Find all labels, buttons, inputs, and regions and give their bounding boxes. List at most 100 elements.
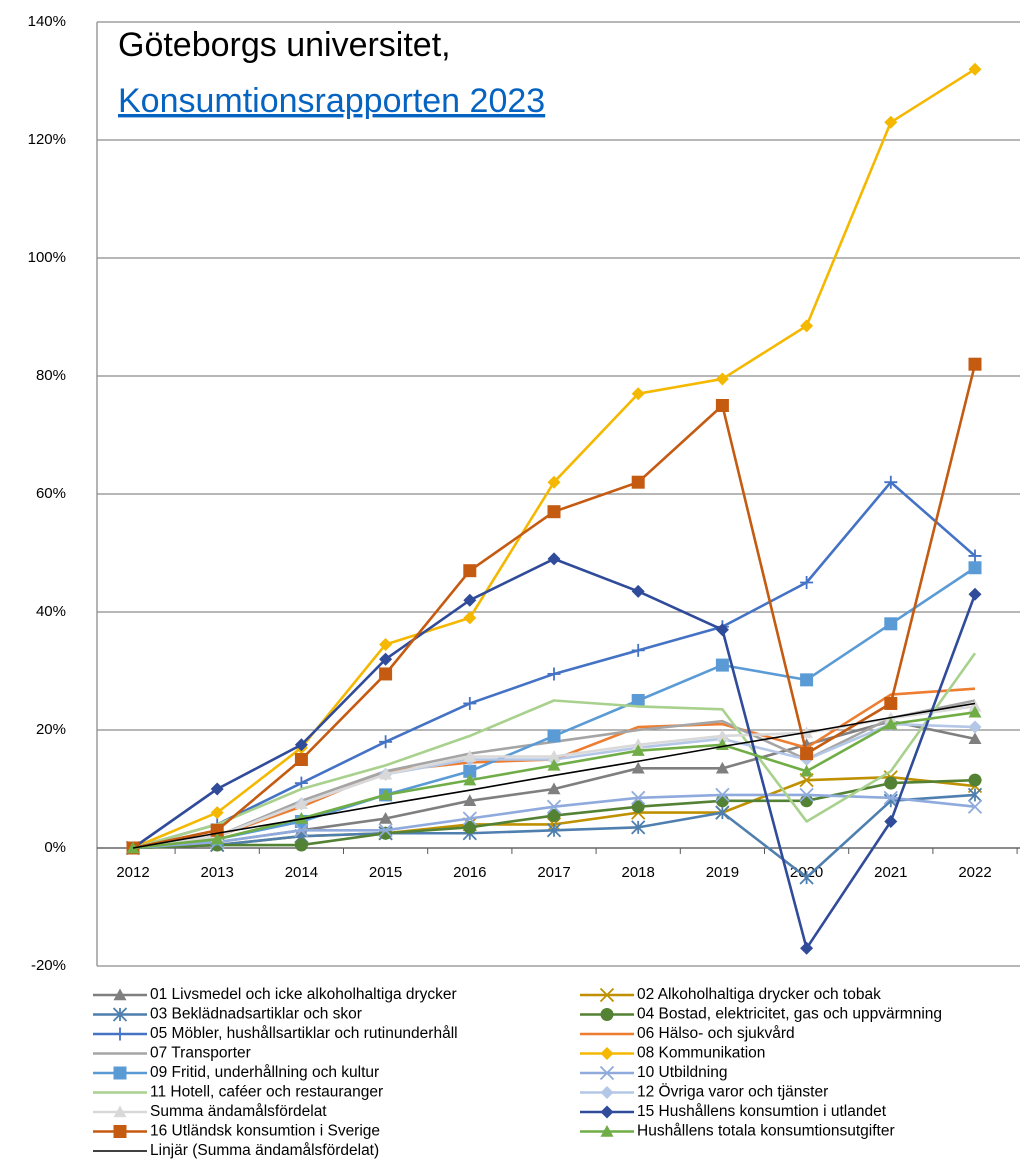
marker (294, 838, 308, 852)
marker (800, 673, 814, 687)
marker (294, 776, 308, 790)
chart-title: Göteborgs universitet, (118, 26, 451, 64)
marker (968, 720, 982, 734)
marker (715, 372, 729, 386)
marker (378, 823, 393, 838)
marker (631, 761, 645, 774)
marker (547, 475, 561, 489)
marker (631, 643, 645, 657)
y-tick-label: 20% (36, 721, 66, 738)
series (126, 357, 982, 855)
marker (715, 761, 729, 774)
x-tick-label: 2018 (622, 864, 655, 881)
marker (631, 744, 645, 756)
marker (968, 561, 982, 575)
series (132, 652, 977, 850)
marker (294, 823, 309, 838)
marker (631, 738, 645, 750)
y-tick-label: 0% (44, 839, 66, 856)
marker (547, 552, 561, 566)
series (126, 475, 982, 855)
y-tick-label: 120% (28, 131, 66, 148)
legend-marker (113, 1125, 127, 1138)
marker (462, 811, 477, 826)
legend-marker (113, 1105, 127, 1118)
series (132, 702, 976, 849)
marker (547, 809, 561, 823)
marker (210, 832, 224, 845)
marker (799, 870, 814, 885)
legend-label: 05 Möbler, hushållsartiklar och rutinund… (150, 1025, 458, 1042)
marker (379, 812, 393, 824)
marker (800, 576, 814, 589)
report-link[interactable]: Konsumtionsrapporten 2023 (118, 82, 545, 120)
marker (463, 764, 477, 778)
marker (631, 475, 645, 489)
marker (379, 652, 393, 666)
marker (968, 62, 982, 76)
legend-label: 08 Kommunikation (637, 1045, 765, 1062)
marker (547, 782, 561, 795)
marker (631, 584, 645, 598)
legend-label: 16 Utländsk konsumtion i Sverige (150, 1123, 380, 1140)
marker (379, 788, 393, 801)
y-tick-label: 40% (36, 603, 66, 620)
legend-marker (600, 1008, 614, 1021)
series-line (132, 652, 977, 850)
series (126, 705, 982, 854)
legend-label: 04 Bostad, elektricitet, gas och uppvärm… (637, 1006, 942, 1023)
legend-label: Hushållens totala konsumtionsutgifter (637, 1123, 895, 1140)
legend-marker (113, 988, 127, 1001)
marker (968, 732, 982, 745)
x-tick-label: 2013 (201, 864, 234, 881)
marker (715, 805, 730, 820)
marker (968, 549, 982, 563)
marker (631, 694, 645, 707)
marker (294, 753, 308, 766)
legend-label: 01 Livsmedel och icke alkoholhaltiga dry… (150, 986, 457, 1003)
legend-marker (113, 1027, 127, 1041)
x-tick-label: 2016 (453, 864, 486, 881)
marker (547, 758, 561, 771)
marker (547, 505, 561, 519)
x-tick-label: 2022 (958, 864, 991, 881)
y-tick-label: 80% (36, 367, 66, 384)
marker (463, 593, 477, 607)
marker (546, 799, 562, 814)
marker (967, 787, 983, 803)
marker (294, 797, 308, 809)
marker (883, 790, 898, 805)
marker (463, 696, 477, 710)
legend-label: 02 Alkoholhaltiga drycker och tobak (637, 986, 881, 1003)
legend-marker (600, 1105, 614, 1119)
marker (967, 799, 983, 814)
marker (884, 696, 898, 710)
marker (210, 782, 224, 796)
marker (379, 667, 393, 681)
marker (800, 747, 814, 761)
legend-label: 11 Hotell, caféer och restauranger (150, 1084, 383, 1101)
marker (547, 750, 561, 762)
legend-label: 12 Övriga varor och tjänster (637, 1083, 828, 1101)
legend-label: 10 Utbildning (637, 1064, 727, 1081)
legend-marker (600, 1047, 614, 1060)
marker (799, 787, 814, 803)
marker (463, 820, 477, 834)
x-tick-label: 2014 (285, 864, 318, 881)
x-tick-label: 2012 (116, 864, 149, 881)
marker (800, 319, 814, 333)
legend-marker (113, 1066, 127, 1080)
marker (800, 764, 814, 777)
y-tick-label: -20% (31, 957, 66, 974)
marker (631, 800, 645, 814)
marker (968, 699, 982, 712)
x-tick-label: 2017 (537, 864, 570, 881)
marker (463, 750, 477, 762)
marker (463, 611, 477, 625)
marker (884, 617, 898, 631)
legend-marker (112, 1007, 128, 1022)
legend-label: 06 Hälso- och sjukvård (637, 1025, 795, 1042)
marker (631, 790, 646, 805)
marker (884, 475, 898, 489)
y-tick-label: 100% (28, 249, 66, 266)
